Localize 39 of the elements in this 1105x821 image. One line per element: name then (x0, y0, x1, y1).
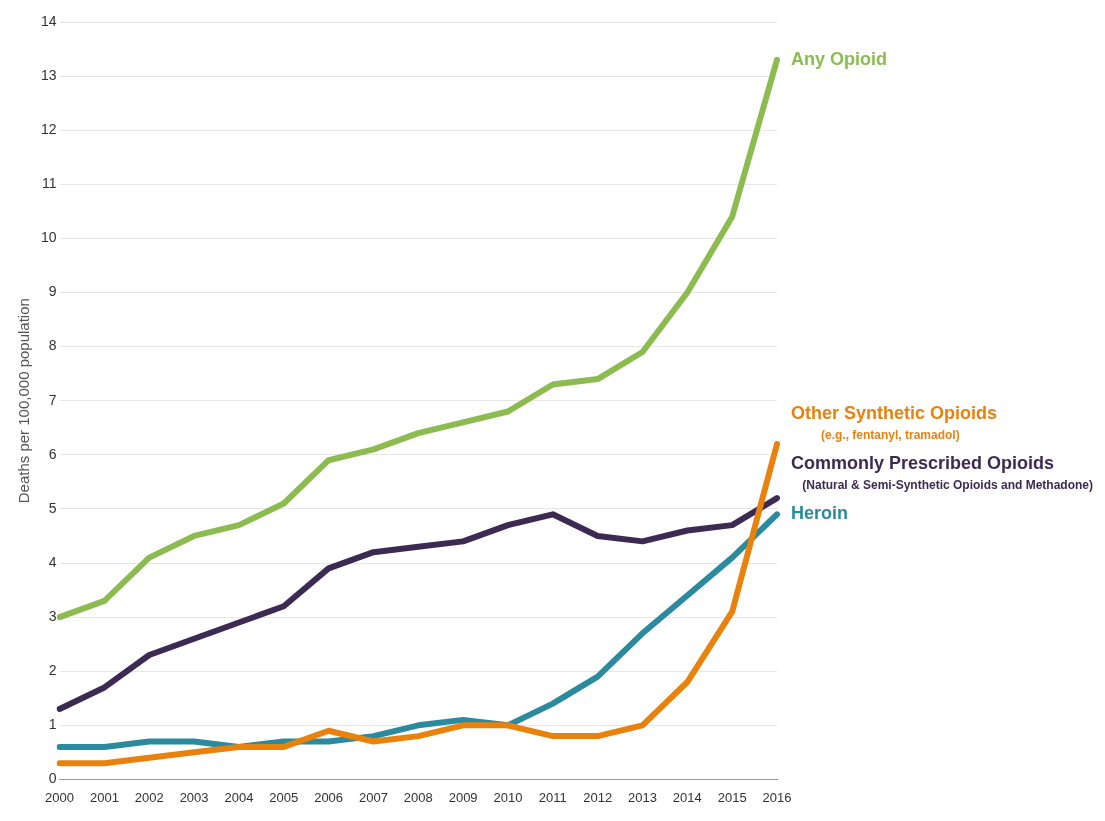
y-tick-label: 0 (48, 770, 57, 787)
text: (e.g., fentanyl, tramadol) (821, 427, 960, 442)
y-tick-label: 7 (48, 391, 57, 408)
x-tick-label: 2013 (628, 789, 657, 805)
x-tick-label: 2015 (717, 789, 747, 805)
series-label: Heroin (791, 503, 849, 524)
y-tick-label: 12 (40, 121, 57, 138)
y-tick-label: 13 (40, 66, 57, 83)
y-tick-label: 4 (48, 553, 57, 570)
x-tick-label: 2004 (224, 789, 254, 805)
y-tick-label: 2 (48, 662, 57, 679)
y-tick-label: 9 (48, 283, 57, 300)
x-tick-label: 2016 (762, 789, 792, 805)
x-tick-label: 2002 (134, 789, 164, 805)
x-tick-label: 2011 (538, 789, 567, 805)
x-tick-label: 2008 (403, 789, 433, 805)
y-tick-label: 3 (48, 607, 57, 624)
text: (Natural & Semi-Synthetic Opioids and Methadone) (802, 477, 1094, 492)
x-tick-label: 2014 (672, 789, 702, 805)
y-tick-label: 8 (48, 337, 57, 354)
x-tick-label: 2006 (314, 789, 344, 805)
x-tick-label: 2009 (448, 789, 478, 805)
series-label: Commonly Prescribed Opioids (791, 453, 1055, 474)
x-tick-label: 2003 (179, 789, 209, 805)
y-tick-label: 14 (40, 12, 57, 29)
x-tick-label: 2001 (89, 789, 119, 805)
y-tick-label: 10 (40, 229, 57, 246)
series-label: Any Opioid (791, 48, 887, 69)
y-tick-label: 6 (48, 445, 57, 462)
x-tick-label: 2012 (583, 789, 613, 805)
y-axis-title: Deaths per 100,000 population (15, 298, 33, 504)
series-label: Other Synthetic Opioids (791, 403, 998, 424)
x-tick-label: 2010 (493, 789, 523, 805)
y-tick-label: 11 (42, 175, 57, 192)
x-tick-label: 2000 (45, 789, 75, 805)
x-tick-label: 2007 (358, 789, 388, 805)
x-tick-label: 2005 (269, 789, 299, 805)
y-tick-label: 1 (48, 716, 57, 733)
y-tick-label: 5 (48, 499, 57, 516)
